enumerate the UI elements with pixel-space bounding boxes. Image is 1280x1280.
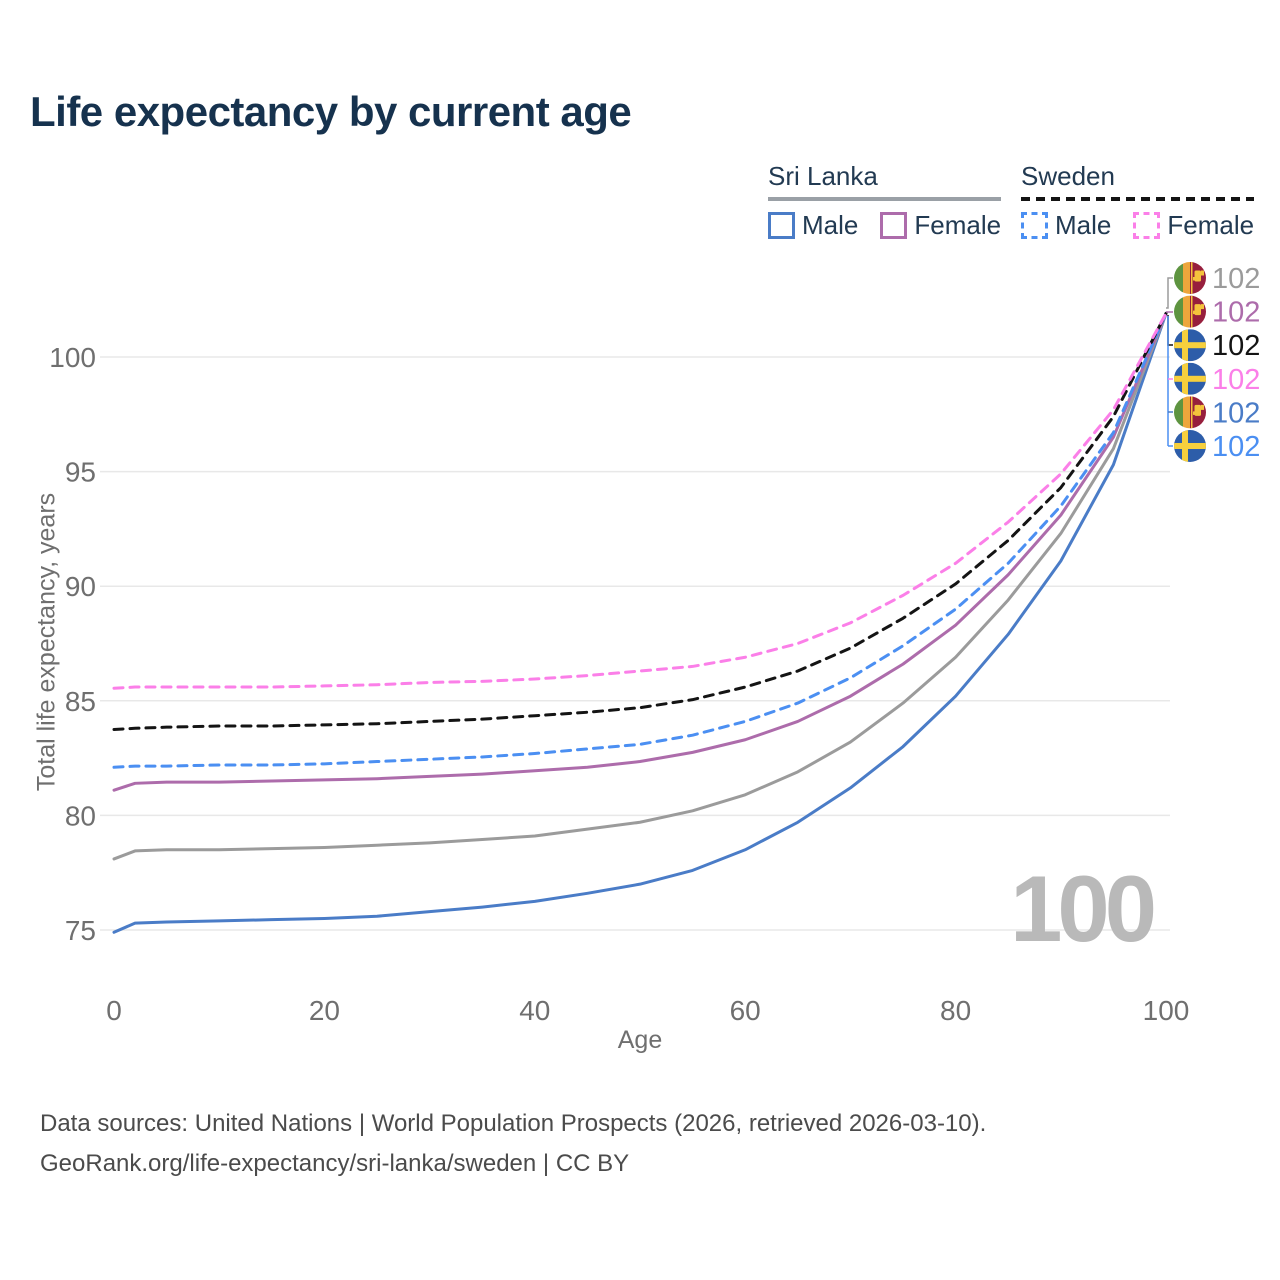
legend-header-sri-lanka: Sri Lanka (768, 161, 878, 191)
legend-item-sri-lanka-female[interactable]: Female (880, 210, 1001, 241)
legend-swatch-sri-lanka-female-icon (880, 212, 908, 239)
end-value-label: 102 (1212, 364, 1260, 396)
sri-lanka-flag-icon (1174, 396, 1206, 429)
y-axis-title: Total life expectancy, years (32, 492, 61, 792)
end-value-label: 102 (1212, 330, 1260, 362)
legend-label-sri-lanka-male: Male (802, 210, 859, 240)
legend-header-sweden: Sweden (1021, 161, 1115, 191)
svg-text:40: 40 (519, 995, 550, 1026)
sweden-flag-icon (1174, 329, 1206, 362)
end-value-label: 102 (1212, 263, 1260, 295)
legend-group-sri-lanka: Sri Lanka Male Female (768, 161, 1002, 241)
legend-label-sweden-female: Female (1167, 210, 1255, 240)
legend-label-sweden-male: Male (1055, 210, 1112, 240)
legend-item-sri-lanka-male[interactable]: Male (768, 210, 858, 241)
legend-group-sweden: Sweden Male Female (1021, 161, 1255, 241)
attribution-line: GeoRank.org/life-expectancy/sri-lanka/sw… (40, 1150, 630, 1177)
sri-lanka-flag-icon (1174, 262, 1206, 294)
svg-text:90: 90 (65, 571, 96, 602)
end-value-label: 102 (1212, 297, 1260, 329)
sri-lanka-flag-icon (1174, 295, 1206, 328)
legend-swatch-sri-lanka-male-icon (768, 212, 795, 239)
legend-items-sri-lanka: Male Female (768, 210, 1001, 241)
svg-text:85: 85 (65, 686, 96, 717)
end-value-label: 102 (1212, 397, 1260, 429)
legend-items-sweden: Male Female (1021, 210, 1254, 241)
legend-underline-sweden-dashed (1021, 197, 1255, 201)
x-axis-title: Age (617, 1026, 663, 1054)
data-sources-line: Data sources: United Nations | World Pop… (40, 1110, 987, 1137)
legend-item-sweden-male[interactable]: Male (1021, 210, 1111, 241)
legend-label-sri-lanka-female: Female (914, 210, 1002, 240)
svg-text:20: 20 (309, 995, 340, 1026)
svg-text:100: 100 (49, 342, 96, 373)
svg-text:95: 95 (65, 457, 96, 488)
legend-underline-sri-lanka-solid (768, 197, 1002, 201)
svg-text:100: 100 (1143, 995, 1190, 1026)
legend-item-sweden-female[interactable]: Female (1133, 210, 1254, 241)
legend-swatch-sweden-female-icon (1133, 212, 1161, 239)
svg-text:75: 75 (65, 915, 96, 946)
sweden-flag-icon (1174, 362, 1206, 395)
page-title: Life expectancy by current age (30, 88, 632, 135)
svg-text:80: 80 (65, 800, 96, 831)
footer: Data sources: United Nations | World Pop… (40, 1104, 986, 1184)
sweden-flag-icon (1174, 430, 1206, 462)
age-counter-watermark: 100 (1010, 856, 1157, 961)
legend-swatch-sweden-male-icon (1021, 212, 1048, 239)
svg-text:80: 80 (940, 995, 971, 1026)
svg-text:0: 0 (106, 995, 122, 1026)
end-value-label: 102 (1212, 431, 1260, 463)
svg-text:60: 60 (730, 995, 761, 1026)
